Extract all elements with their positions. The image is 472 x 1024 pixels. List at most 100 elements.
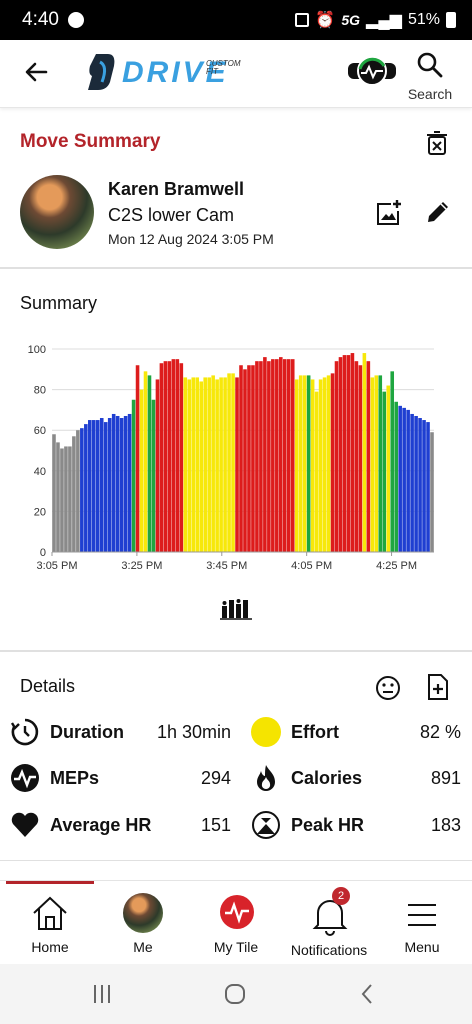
battery-percent: 51%: [407, 11, 440, 28]
timer-icon: [10, 718, 39, 746]
chart-bar: [406, 409, 410, 552]
chart-bar: [374, 375, 379, 552]
chart-bar: [52, 434, 56, 552]
chart-bar: [318, 379, 323, 552]
drive-logo-icon: [88, 54, 115, 90]
chart-bar: [72, 436, 76, 552]
chart-bar: [223, 377, 227, 552]
chart-bar: [95, 420, 100, 552]
search-button[interactable]: Search: [404, 48, 456, 104]
edit-icon[interactable]: [424, 198, 452, 226]
chart-bar: [306, 375, 311, 552]
stat-value: 294: [200, 767, 231, 788]
chart-bar: [88, 420, 92, 552]
chart-bar: [386, 385, 391, 552]
chart-bar: [378, 375, 383, 552]
chart-bar: [211, 375, 215, 552]
y-tick-label: 0: [40, 547, 46, 559]
add-photo-icon[interactable]: [373, 198, 403, 228]
chart-bar: [159, 363, 164, 552]
chart-bar: [183, 377, 188, 552]
delete-icon[interactable]: [424, 130, 450, 156]
chart-bar: [394, 401, 398, 552]
stat-duration: Duration 1h 30min: [10, 716, 235, 748]
active-tab-indicator: [6, 881, 94, 884]
add-note-icon[interactable]: [425, 673, 451, 701]
chart-bar: [127, 413, 132, 552]
move-summary-title: Move Summary: [20, 131, 161, 152]
status-time: 4:40: [22, 9, 59, 30]
chart-bar: [235, 377, 239, 552]
chart-bar: [414, 415, 418, 552]
nav-label: Notifications: [290, 942, 368, 958]
chart-bar: [422, 420, 426, 552]
avatar[interactable]: [20, 175, 94, 249]
heart-rate-strap-icon[interactable]: [346, 54, 398, 88]
chart-bar: [275, 359, 279, 552]
chart-bar: [84, 424, 88, 552]
chart-bar: [410, 413, 414, 552]
chart-bar: [107, 418, 112, 552]
chart-bar: [151, 399, 156, 552]
stat-value: 151: [200, 814, 231, 835]
chart-bar: [362, 353, 367, 552]
app-bar: DRIVE CUSTOM FIT Search: [0, 40, 472, 108]
chart-bar: [227, 373, 231, 552]
stat-label: Average HR: [50, 814, 152, 835]
mood-icon[interactable]: [374, 674, 402, 702]
x-tick-label: 4:25 PM: [376, 560, 417, 572]
network-type: 5G: [341, 12, 361, 28]
chart-bar: [390, 371, 395, 552]
summary-title: Summary: [20, 293, 98, 313]
chart-bar: [430, 432, 434, 552]
chart-bar: [354, 361, 359, 552]
stat-effort: Effort 82 %: [251, 716, 463, 748]
chart-bar: [231, 373, 235, 552]
chart-bar: [239, 365, 243, 552]
chart-bar: [263, 357, 267, 552]
x-tick-label: 3:45 PM: [206, 560, 247, 572]
stat-label: Calories: [291, 767, 363, 788]
avatar: [123, 893, 163, 933]
chart-bar: [163, 361, 168, 552]
chart-bar: [247, 365, 251, 552]
recent-apps-icon[interactable]: [90, 982, 114, 1006]
nav-me[interactable]: Me: [95, 881, 191, 965]
chart-bar: [358, 365, 363, 552]
logo-text: DRIVE: [122, 56, 229, 89]
chart-bar: [334, 361, 339, 552]
chart-bar: [103, 422, 108, 552]
stat-label: Duration: [50, 721, 124, 742]
y-tick-label: 20: [34, 506, 46, 518]
back-arrow-icon[interactable]: [20, 56, 52, 88]
drive-logo: DRIVE CUSTOM FIT: [86, 50, 246, 94]
home-system-icon[interactable]: [223, 982, 247, 1006]
chart-bar: [139, 389, 144, 552]
nav-menu[interactable]: Menu: [378, 881, 466, 965]
nav-home[interactable]: Home: [6, 881, 94, 965]
chart-bar: [251, 365, 255, 552]
chart-bar: [175, 359, 180, 552]
y-tick-label: 40: [34, 466, 46, 478]
chart-bar: [243, 369, 247, 552]
chart-toggle-icon[interactable]: [220, 596, 252, 620]
stat-value: 891: [430, 767, 461, 788]
chart-bar: [382, 391, 387, 552]
heart-rate-zone-chart: 0 20 40 60 80 100 3:05 PM 3:25 PM 3:45 PM 4:05 PM…: [28, 344, 434, 572]
chart-bar: [298, 375, 303, 552]
battery-icon: [446, 12, 456, 28]
chart-bar: [346, 355, 351, 552]
chart-bar: [290, 359, 295, 552]
chart-bar: [370, 377, 375, 552]
bottom-nav: Home Me My Tile 2 Notifications Menu: [0, 880, 472, 964]
nav-my-tile[interactable]: My Tile: [188, 881, 284, 965]
back-system-icon[interactable]: [356, 982, 380, 1006]
stat-value: 1h 30min: [156, 721, 231, 742]
status-bar: 4:40 ⏰ 5G ▂▄▆ 51%: [0, 0, 472, 40]
chart-bar: [123, 415, 128, 552]
home-icon: [33, 896, 67, 930]
stat-label: Effort: [291, 721, 339, 742]
chart-bar: [215, 379, 219, 552]
heart-icon: [11, 812, 39, 837]
nav-notifications[interactable]: 2 Notifications: [280, 881, 378, 965]
